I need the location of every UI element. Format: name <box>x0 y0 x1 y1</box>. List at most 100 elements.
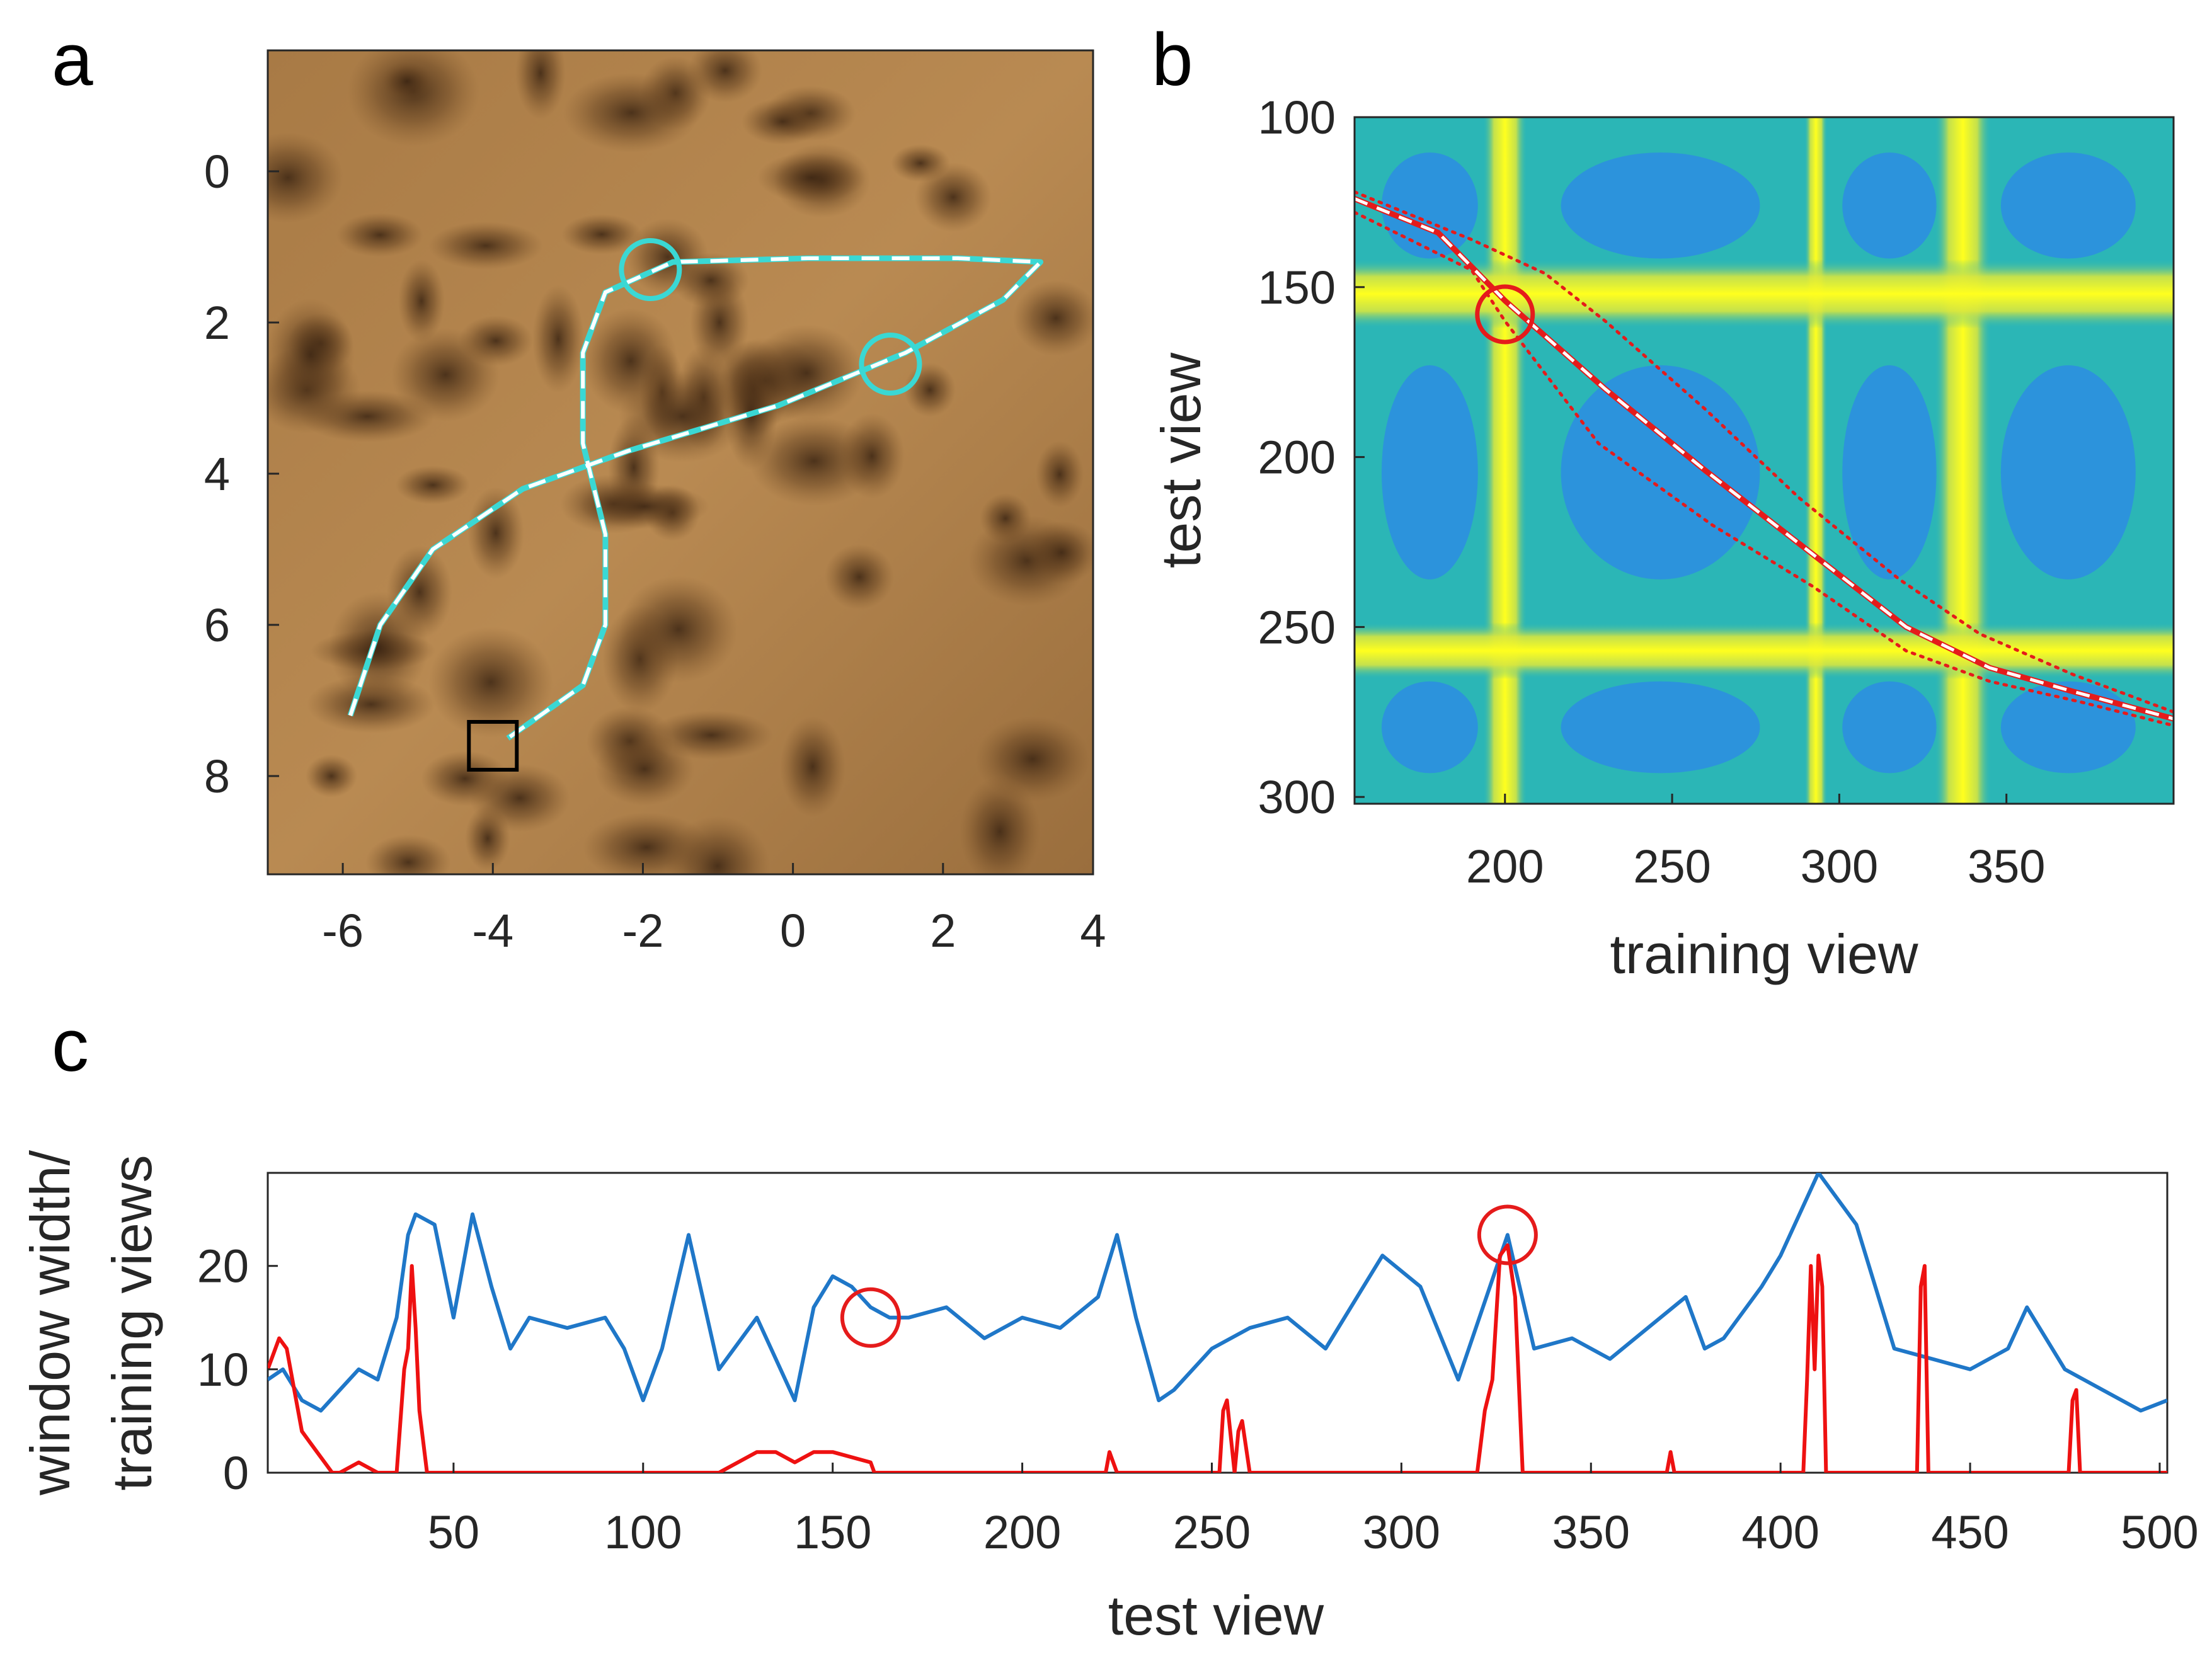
panel-c-ylabel-line1: window width/ <box>19 1150 81 1496</box>
panel-c-xtick-label: 500 <box>2121 1506 2198 1558</box>
panel-a-xtick-label: -2 <box>622 905 664 957</box>
terrain-patch <box>336 213 423 257</box>
panel-b-ytick-label: 150 <box>1258 261 1336 314</box>
lineplot-circle-marker <box>1477 1204 1538 1265</box>
heatmap-circle-marker <box>1475 284 1535 345</box>
panel-b-ytick-label: 200 <box>1258 431 1336 484</box>
terrain-patch <box>672 253 749 308</box>
panel-c-xtick-label: 250 <box>1173 1506 1251 1558</box>
panel-a-ytick-label: 0 <box>204 146 230 198</box>
terrain-patch <box>749 324 864 421</box>
panel-b-ytick-label: 250 <box>1258 601 1336 653</box>
terrain-patch <box>428 627 553 738</box>
panel-c-xtick-label: 350 <box>1552 1506 1630 1558</box>
panel-c-ytick-label: 20 <box>197 1240 249 1293</box>
panel-c-xtick-label: 400 <box>1741 1506 1819 1558</box>
heatmap-low-region <box>1381 152 1478 259</box>
terrain-patch <box>619 370 746 462</box>
heatmap-low-region <box>2000 681 2136 774</box>
series-line-window-width <box>268 1173 2167 1413</box>
panel-a-axes-box <box>266 49 1094 876</box>
heatmap-low-region <box>1381 365 1478 580</box>
terrain-patch <box>780 716 845 817</box>
heatmap-low-region <box>1842 681 1937 774</box>
panel-b-xlabel: training view <box>1610 923 1918 985</box>
panel-b-heatmap: 200 250 300 350 100 150 200 250 300 <box>1258 91 2175 893</box>
heatmap-low-region <box>1842 365 1937 580</box>
start-square-marker <box>467 720 519 772</box>
panel-c-lineplot: 50 100 150 200 250 300 350 400 450 500 0 10 20 <box>197 1172 2199 1558</box>
panel-c-ylabel-line2: training views <box>101 1155 163 1490</box>
panel-b-ylabel: test view <box>1150 352 1212 568</box>
heatmap-bright-column <box>1804 117 1828 804</box>
terrain-patch <box>757 152 866 203</box>
panel-b-ytick-label: 100 <box>1258 91 1336 144</box>
terrain-patch <box>650 711 773 760</box>
panel-c-ytick-label: 10 <box>197 1344 249 1396</box>
terrain-patch <box>268 299 355 411</box>
panel-b-xtick-label: 300 <box>1801 840 1878 893</box>
terrain-patch <box>459 316 533 366</box>
terrain-patch <box>839 413 905 499</box>
panel-c-xtick-label: 50 <box>428 1506 479 1558</box>
terrain-patch <box>396 465 470 505</box>
terrain-patch <box>306 755 357 797</box>
window-lower-bound <box>1355 210 2174 728</box>
window-upper-bound <box>1355 190 2174 714</box>
terrain-patch <box>825 544 894 610</box>
heatmap-low-region <box>1842 152 1937 259</box>
terrain-patch <box>515 50 566 120</box>
panel-a-xtick-label: -4 <box>472 905 513 957</box>
terrain-patch <box>467 487 524 579</box>
panel-b-axes-box <box>1353 116 2175 805</box>
terrain-patch <box>268 132 343 223</box>
terrain-patch <box>1036 441 1084 508</box>
series-line-secondary <box>268 1243 2167 1473</box>
lineplot-circle-marker <box>840 1287 901 1348</box>
terrain-patch <box>329 591 428 702</box>
panel-a-xtick-label: 0 <box>780 905 806 957</box>
panel-b-ytick-label: 300 <box>1258 771 1336 823</box>
terrain-patch <box>665 816 770 874</box>
panel-a-ytick-label: 4 <box>204 448 230 500</box>
panel-c-ytick-label: 0 <box>223 1447 249 1499</box>
panel-a-xtick-label: 4 <box>1080 905 1106 957</box>
terrain-patch <box>580 484 709 529</box>
terrain-patch <box>561 214 642 254</box>
heatmap-low-region <box>2000 152 2136 259</box>
terrain-patch <box>381 62 433 101</box>
heatmap-bright-row <box>1355 259 2174 329</box>
trajectory-circle-marker <box>619 238 682 301</box>
panel-c-xtick-label: 200 <box>983 1506 1061 1558</box>
panel-b-xtick-label: 250 <box>1633 840 1711 893</box>
terrain-patch <box>915 163 992 232</box>
panel-c-xlabel: test view <box>1108 1584 1324 1647</box>
panel-letter-c: c <box>52 1004 89 1087</box>
heatmap-low-region <box>1561 681 1760 774</box>
panel-a-ytick-label: 2 <box>204 297 230 349</box>
terrain-patch <box>532 285 584 393</box>
panel-c-xtick-label: 450 <box>1931 1506 2009 1558</box>
terrain-patch <box>398 260 445 343</box>
panel-letter-a: a <box>52 18 93 101</box>
panel-b-xtick-label: 350 <box>1968 840 2045 893</box>
terrain-patch <box>904 363 956 417</box>
heatmap-low-region <box>1561 152 1760 259</box>
terrain-patch <box>365 835 451 874</box>
terrain-patch <box>742 98 823 145</box>
panel-c-xtick-label: 150 <box>794 1506 871 1558</box>
heatmap-low-region <box>1561 365 1760 580</box>
panel-a-map: -6 -4 -2 0 2 4 0 2 4 6 8 <box>204 49 1106 957</box>
trajectory-reference-dashed <box>348 256 1045 740</box>
panel-letter-b: b <box>1152 18 1193 101</box>
terrain-patch <box>1024 521 1093 584</box>
heatmap-bright-row <box>1355 622 2174 680</box>
panel-b-xtick-label: 200 <box>1466 840 1544 893</box>
trajectory-circle-marker <box>859 333 922 396</box>
heatmap-bright-column <box>1934 117 1991 804</box>
terrain-patch <box>960 777 1040 874</box>
panel-c-xtick-label: 100 <box>604 1506 682 1558</box>
heatmap-bright-bands <box>1355 117 2174 804</box>
heatmap-low-region <box>2000 365 2136 580</box>
